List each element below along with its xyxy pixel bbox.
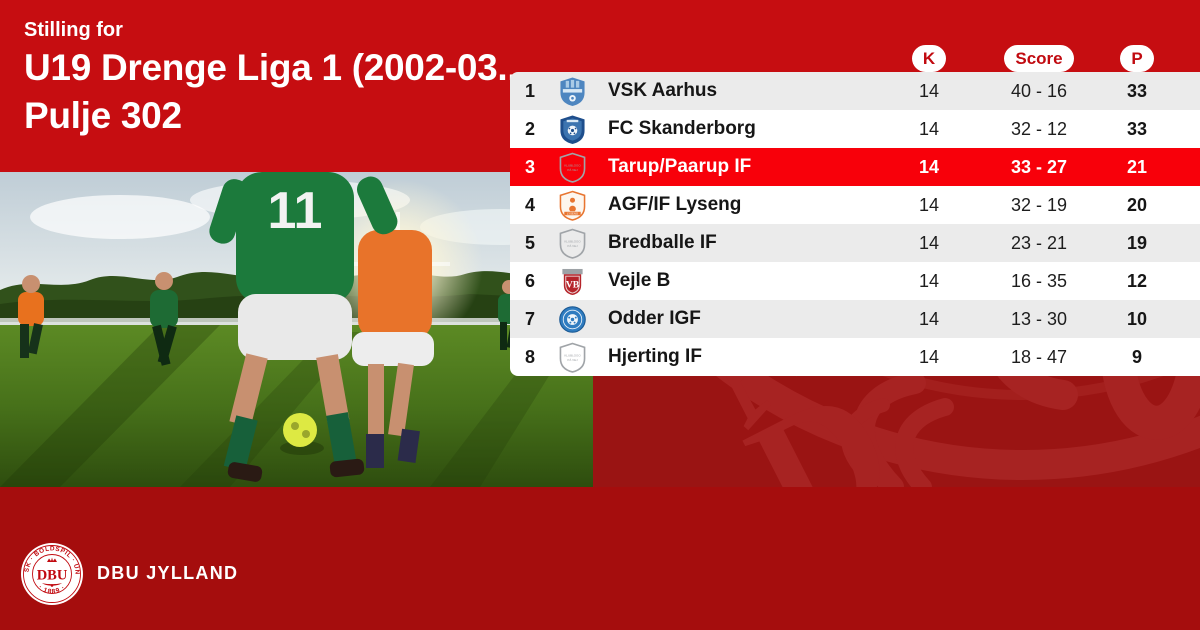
table-row: 1 VSK Aarhus 14 40 - 16 33 [510,72,1200,110]
crest-lyseng-icon: LYSENG [559,190,585,221]
position-number: 7 [524,308,535,329]
position-number: 8 [524,346,535,367]
goal-score: 16 - 35 [1010,270,1068,291]
points: 33 [1126,80,1148,101]
dbu-year-text: · 1889 · [37,584,66,596]
svg-text:LYSENG: LYSENG [566,211,577,215]
crest-vejle-b-icon: VB [561,268,583,295]
position-number: 1 [524,80,535,101]
crest-cell: KLUBLOGO PÅ VEJ [550,228,594,259]
title-line-1: U19 Drenge Liga 1 (2002-03.. [24,47,518,88]
matches-played: 14 [918,346,940,367]
matches-played: 14 [918,270,940,291]
position-number: 2 [524,118,535,139]
table-row: 7 Odder IGF 14 13 - 30 10 [510,300,1200,338]
page-title: U19 Drenge Liga 1 (2002-03.. Pulje 302 [24,44,524,140]
svg-text:PÅ VEJ: PÅ VEJ [567,166,578,171]
svg-text:· 1889 ·: · 1889 · [37,584,67,596]
matches-played: 14 [918,194,940,215]
crest-cell [550,76,594,107]
goal-score: 40 - 16 [1010,80,1068,101]
brand-name: DBU JYLLAND [97,563,239,583]
team-name: AGF/IF Lyseng [608,194,742,215]
position-number: 4 [524,194,535,215]
table-row: 2 FC Skanderborg 14 32 - 12 33 [510,110,1200,148]
matches-played: 14 [918,80,940,101]
matches-played: 14 [918,118,940,139]
crest-cell: KLUBLOGO PÅ VEJ [550,342,594,373]
svg-text:KLUBLOGO: KLUBLOGO [564,353,581,357]
table-row: 6 VB Vejle B 14 16 - 35 12 [510,262,1200,300]
crest-vsk-aarhus-icon [559,77,585,106]
goal-score: 23 - 21 [1010,232,1068,253]
matches-played: 14 [918,156,940,177]
svg-text:11: 11 [268,182,323,240]
goal-score: 18 - 47 [1010,346,1068,367]
team-name: Vejle B [608,270,671,291]
column-header-score: Score [1004,45,1074,72]
points: 12 [1126,270,1148,291]
points: 10 [1126,308,1148,329]
points: 33 [1126,118,1148,139]
position-number: 6 [524,270,535,291]
crest-cell: LYSENG [550,190,594,221]
team-name: FC Skanderborg [608,118,756,139]
eyebrow-label: Stilling for [24,19,123,41]
column-header-k: K [911,45,947,72]
svg-text:PÅ VEJ: PÅ VEJ [567,356,578,361]
title-line-2: Pulje 302 [24,95,182,136]
team-name: Tarup/Paarup IF [608,156,752,177]
team-name: Hjerting IF [608,346,702,367]
points: 9 [1131,346,1142,367]
team-name: VSK Aarhus [608,80,718,101]
table-row: 5 KLUBLOGO PÅ VEJ Bredballe IF 14 23 - 21 19 [510,224,1200,262]
crest-odder-igf-icon [558,305,586,333]
team-name: Bredballe IF [608,232,717,253]
points: 21 [1126,156,1148,177]
crest-cell [550,114,594,145]
position-number: 3 [524,156,535,177]
column-header-p: P [1120,45,1154,72]
table-header: K Score P [510,45,1200,72]
standings-table: 1 VSK Aarhus 14 40 - 16 33 2 FC Skanderborg 14 3… [510,72,1200,376]
svg-text:KLUBLOGO: KLUBLOGO [564,239,581,243]
dbu-monogram: DBU [37,568,68,584]
crest-cell [550,304,594,335]
team-name: Odder IGF [608,308,701,329]
crest-cell: KLUBLOGO PÅ VEJ [550,152,594,183]
goal-score: 13 - 30 [1010,308,1068,329]
matches-played: 14 [918,232,940,253]
table-row: 4 LYSENG AGF/IF Lyseng 14 32 - 19 20 [510,186,1200,224]
footer-band [0,487,1200,630]
table-row: 8 KLUBLOGO PÅ VEJ Hjerting IF 14 18 - 47 9 [510,338,1200,376]
matches-played: 14 [918,308,940,329]
crest-cell: VB [550,266,594,297]
position-number: 5 [524,232,535,253]
points: 20 [1126,194,1148,215]
svg-text:KLUBLOGO: KLUBLOGO [564,163,581,167]
points: 19 [1126,232,1148,253]
football-photo: 11 [0,172,593,487]
dbu-crest-icon: DANSK · BOLDSPIL · UNION · 1889 · DBU [20,542,83,605]
svg-text:VB: VB [565,279,579,290]
goal-score: 33 - 27 [1010,156,1068,177]
goal-score: 32 - 12 [1010,118,1068,139]
svg-text:PÅ VEJ: PÅ VEJ [567,242,578,247]
goal-score: 32 - 19 [1010,194,1068,215]
crest-fc-skanderborg-icon [559,115,585,144]
table-row: 3 KLUBLOGO PÅ VEJ Tarup/Paarup IF 14 33 - 27 2… [510,148,1200,186]
